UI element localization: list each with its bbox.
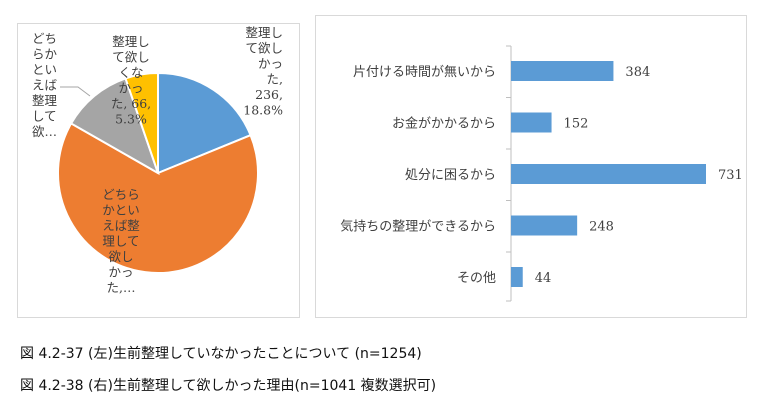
caption-left: 図 4.2-37 (左)生前整理していなかったことについて (n=1254) bbox=[20, 346, 422, 362]
category-label-1: お金がかかるから bbox=[392, 116, 496, 132]
value-label-4: 44 bbox=[535, 271, 552, 286]
value-label-1: 152 bbox=[564, 117, 589, 132]
category-label-0: 片付ける時間が無いから bbox=[353, 65, 496, 80]
caption-right: 図 4.2-38 (右)生前整理して欲しかった理由(n=1041 複数選択可) bbox=[20, 378, 437, 394]
value-label-3: 248 bbox=[589, 220, 614, 235]
pie-label-1: どちらかといえば整理して欲しかった,… bbox=[102, 187, 140, 295]
category-label-3: 気持ちの整理ができるから bbox=[340, 219, 496, 235]
pie-slice-0 bbox=[157, 71, 252, 175]
bar-0 bbox=[511, 61, 614, 81]
pie-chart: 整理して欲しかった, 236, 18.8% どちらかといえば整理して欲しかった,… どち… bbox=[32, 25, 283, 295]
bar-2 bbox=[511, 164, 706, 184]
bar-1 bbox=[511, 112, 552, 133]
pie-label-0: 整理して欲しかった, 236, 18.8% bbox=[243, 25, 283, 118]
pie-slice-2 bbox=[69, 77, 160, 176]
bar-4 bbox=[511, 267, 523, 287]
value-label-0: 384 bbox=[625, 65, 650, 80]
pie-slice-3 bbox=[124, 71, 159, 174]
pie-label-3: 整理して欲しくなかった, 66, 5.3% bbox=[111, 34, 151, 127]
bar-chart: 片付ける時間が無いから 384 お金がかかるから 152 処分に困るから 731 気持ちの整… bbox=[340, 45, 743, 302]
pie-chart-panel: 整理して欲しかった, 236, 18.8% どちらかといえば整理して欲しかった,… どち… bbox=[17, 23, 300, 318]
category-label-2: 処分に困るから bbox=[405, 168, 496, 183]
pie-label-2: どちらかといえば整理して欲… bbox=[32, 31, 58, 139]
bar-chart-panel: 片付ける時間が無いから 384 お金がかかるから 152 処分に困るから 731 気持ちの整… bbox=[315, 15, 747, 318]
bar-3 bbox=[511, 215, 578, 236]
value-label-2: 731 bbox=[718, 168, 743, 183]
leader-line bbox=[60, 86, 91, 97]
pie-slice-1 bbox=[57, 122, 259, 274]
category-label-4: その他 bbox=[457, 271, 496, 286]
